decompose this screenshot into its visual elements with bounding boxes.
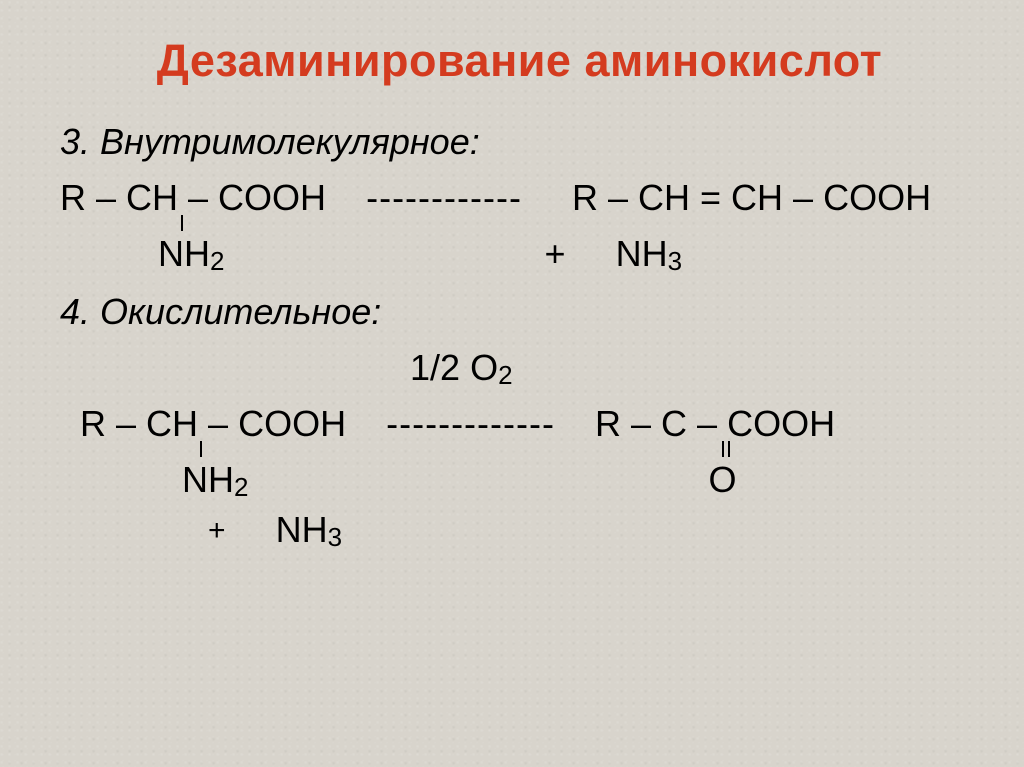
reactant-3: R – CH – COOH: [60, 177, 326, 218]
arrow-3: ------------: [366, 177, 522, 218]
nh2-3: NH2: [158, 233, 224, 274]
reaction-3-sub-row: NH2 + NH3: [60, 227, 979, 281]
product-3: R – CH = CH – COOH: [572, 177, 931, 218]
condition-o-sub: 2: [498, 360, 512, 390]
slide-container: Дезаминирование аминокислот 3. Внутримол…: [0, 0, 1024, 767]
section-4-label: 4. Окислительное:: [60, 291, 979, 333]
condition-o: O: [460, 347, 498, 388]
product-4: R – C – COOH: [595, 403, 835, 444]
reaction-4-main-row: R – CH – COOH ------------- R – C – COOH: [60, 397, 979, 451]
reaction-3: R – CH – COOH ------------ R – CH = CH –…: [60, 171, 979, 281]
reaction-4-condition: 1/2 O2: [60, 341, 979, 395]
reaction-4: 1/2 O2 R – CH – COOH ------------- R – C…: [60, 341, 979, 557]
condition-frac: 1/2: [410, 347, 460, 388]
arrow-4: -------------: [386, 403, 555, 444]
section-3-label: 3. Внутримолекулярное:: [60, 121, 979, 163]
slide-title: Дезаминирование аминокислот: [60, 35, 979, 87]
plus-4: +: [208, 508, 226, 553]
reactant-4: R – CH – COOH: [80, 403, 346, 444]
reaction-3-main-row: R – CH – COOH ------------ R – CH = CH –…: [60, 171, 979, 225]
plus-3: +: [545, 227, 566, 281]
nh3-3: NH3: [616, 233, 682, 274]
nh3-4: NH3: [276, 509, 342, 550]
o-4: O: [709, 459, 737, 500]
reaction-4-nh3-row: + NH3: [60, 503, 979, 557]
nh2-4: NH2: [182, 459, 248, 500]
reaction-4-sub-row: NH2 O: [60, 453, 979, 507]
